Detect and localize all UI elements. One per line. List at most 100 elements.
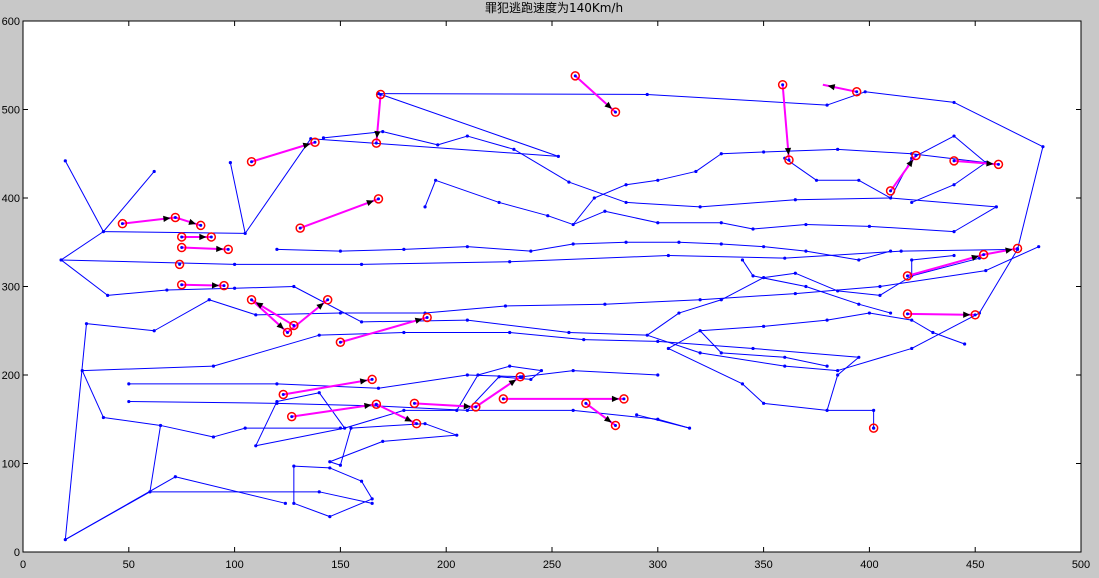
route-marker-center xyxy=(952,159,956,163)
road-edge xyxy=(329,461,341,466)
escape-route-edge xyxy=(299,197,379,230)
road-node xyxy=(127,399,131,404)
road-edge xyxy=(547,215,574,226)
road-edge xyxy=(657,170,697,181)
route-arrow xyxy=(463,403,471,410)
road-node xyxy=(804,249,808,253)
road-edge xyxy=(149,425,162,492)
road-edge xyxy=(82,365,214,372)
road-edge xyxy=(175,476,286,504)
route-marker xyxy=(176,279,187,290)
route-marker-center xyxy=(290,415,294,419)
road-edge xyxy=(742,383,764,404)
road-node xyxy=(910,200,914,205)
y-tick-label: 600 xyxy=(2,16,20,28)
road-edge xyxy=(435,179,500,203)
route-marker-center xyxy=(326,298,330,302)
route-marker-center xyxy=(298,226,302,230)
road-edge xyxy=(763,402,828,411)
route-arrow xyxy=(963,311,971,318)
road-node xyxy=(1037,245,1041,249)
road-edge xyxy=(636,414,690,429)
route-arrow xyxy=(276,322,284,330)
road-edge xyxy=(979,249,1018,314)
road-edge xyxy=(103,416,161,426)
road-edge xyxy=(424,180,437,208)
road-edge xyxy=(911,319,934,333)
road-edge xyxy=(329,467,362,482)
road-edge xyxy=(213,334,320,367)
route-marker xyxy=(885,186,896,196)
route-marker xyxy=(1012,243,1023,254)
road-edge xyxy=(763,246,806,252)
route-arrow xyxy=(906,159,914,168)
road-network xyxy=(59,90,1045,542)
road-edge xyxy=(329,498,373,518)
road-edge xyxy=(700,293,796,301)
route-arrow xyxy=(508,379,517,387)
x-tick-label: 400 xyxy=(860,559,878,571)
road-edge xyxy=(244,138,312,234)
route-marker xyxy=(777,79,788,90)
road-edge xyxy=(678,299,722,314)
road-edge xyxy=(361,480,373,500)
route-marker-center xyxy=(180,235,184,239)
route-marker xyxy=(170,212,181,223)
route-marker-center xyxy=(415,422,419,426)
route-marker xyxy=(570,71,581,81)
road-edge xyxy=(721,243,764,248)
route-marker-center xyxy=(1016,246,1020,250)
route-marker-center xyxy=(209,235,213,239)
route-marker xyxy=(868,423,879,433)
road-node xyxy=(571,242,575,246)
road-edge xyxy=(953,162,987,186)
route-marker xyxy=(851,87,862,97)
route-marker-center xyxy=(973,313,977,317)
route-marker-center xyxy=(425,315,429,319)
road-edge xyxy=(572,197,595,225)
road-node xyxy=(338,426,342,430)
route-marker-center xyxy=(374,141,378,145)
road-edge xyxy=(837,347,912,372)
route-marker xyxy=(911,150,921,161)
road-edge xyxy=(625,179,658,186)
route-arrow xyxy=(1005,247,1013,254)
route-marker xyxy=(784,155,794,165)
road-node xyxy=(529,249,533,253)
road-edge xyxy=(647,334,701,354)
road-edge xyxy=(865,91,955,103)
road-edge xyxy=(695,153,722,172)
road-edge xyxy=(234,286,294,289)
y-tick-label: 400 xyxy=(2,193,20,205)
route-marker-center xyxy=(518,375,522,379)
road-edge xyxy=(721,352,785,358)
route-marker-center xyxy=(222,284,226,288)
x-tick-label: 200 xyxy=(437,559,455,571)
route-marker xyxy=(371,138,382,148)
road-edge xyxy=(319,332,404,336)
road-edge xyxy=(65,476,176,541)
road-edge xyxy=(530,243,574,252)
road-edge xyxy=(467,246,531,252)
road-edge xyxy=(310,138,559,157)
road-edge xyxy=(668,330,701,349)
road-edge xyxy=(255,427,345,447)
road-edge xyxy=(721,222,754,230)
road-edge xyxy=(826,91,866,106)
route-arrow xyxy=(216,245,224,253)
road-node xyxy=(228,161,232,165)
road-node xyxy=(624,240,628,244)
route-marker-center xyxy=(370,377,374,381)
road-edge xyxy=(826,312,870,321)
road-edge xyxy=(382,131,438,146)
road-edge xyxy=(826,374,839,411)
x-tick-label: 150 xyxy=(331,559,349,571)
road-edge xyxy=(378,374,468,389)
road-edge xyxy=(64,160,104,232)
route-marker xyxy=(367,374,377,385)
route-marker-center xyxy=(412,401,416,405)
road-edge xyxy=(911,184,955,203)
axes-area xyxy=(22,20,1082,553)
route-arrow xyxy=(604,101,612,109)
road-node xyxy=(656,373,660,377)
